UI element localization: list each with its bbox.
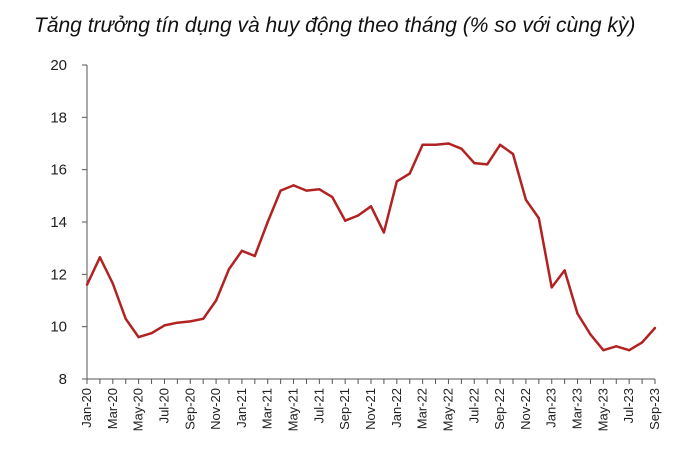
x-axis-ticks: Jan-20 Mar-20 May-20 Jul-20 Sep-20 Nov-20 Jan-…: [79, 379, 662, 431]
data-point: [408, 172, 411, 175]
x-tick-label: Jul-22: [466, 388, 481, 423]
data-point: [318, 188, 321, 191]
data-point: [201, 317, 205, 321]
data-point: [473, 161, 476, 165]
data-point: [150, 332, 153, 335]
data-point: [343, 219, 347, 222]
x-tick-label: Sep-22: [492, 388, 507, 430]
x-tick-label: Jul-23: [621, 388, 636, 423]
x-tick-label: Jul-21: [311, 388, 326, 423]
data-point: [653, 326, 657, 330]
data-point: [279, 189, 282, 192]
data-point: [382, 231, 386, 234]
data-point: [85, 283, 89, 286]
data-point: [305, 189, 308, 192]
data-point: [111, 282, 115, 285]
x-tick-label: May-20: [131, 388, 146, 431]
y-axis-ticks: 8 10 12 14 16 18 20: [50, 57, 87, 388]
x-tick-label: Mar-20: [105, 388, 120, 429]
x-tick-label: Mar-23: [570, 388, 585, 429]
y-tick-label: 16: [50, 162, 67, 179]
data-point: [227, 267, 231, 271]
data-point: [189, 320, 192, 323]
data-point: [356, 214, 360, 217]
data-point: [331, 195, 334, 199]
data-point: [627, 349, 631, 352]
x-tick-label: Jan-21: [234, 388, 249, 428]
chart-title: Tăng trưởng tín dụng và huy động theo th…: [34, 14, 636, 37]
x-tick-label: May-23: [595, 388, 610, 431]
data-point: [550, 286, 553, 289]
data-point: [124, 317, 127, 321]
x-tick-label: Nov-20: [208, 388, 223, 430]
x-tick-label: Jul-20: [156, 388, 171, 423]
y-tick-label: 12: [50, 266, 67, 283]
data-point: [460, 147, 463, 150]
x-tick-label: Nov-22: [518, 388, 533, 430]
data-point: [447, 142, 450, 145]
data-point: [563, 269, 566, 272]
data-point: [98, 256, 102, 259]
data-point: [511, 152, 515, 156]
data-point: [395, 180, 399, 183]
data-point: [137, 335, 140, 339]
data-point: [524, 198, 528, 201]
data-point: [292, 184, 295, 187]
data-point: [240, 249, 244, 252]
x-tick-label: Jan-20: [79, 388, 94, 428]
y-tick-label: 8: [59, 371, 67, 388]
data-point: [537, 216, 541, 220]
data-point: [589, 333, 592, 336]
x-tick-label: Jan-22: [389, 388, 404, 428]
y-tick-label: 10: [50, 319, 67, 336]
data-point: [640, 341, 644, 344]
data-point: [485, 163, 489, 166]
y-tick-label: 18: [50, 109, 67, 126]
data-point: [253, 254, 257, 258]
x-tick-label: Mar-21: [260, 388, 275, 429]
data-point: [498, 143, 502, 147]
data-point: [163, 324, 166, 327]
data-point: [602, 349, 605, 352]
x-tick-label: Sep-21: [337, 388, 352, 430]
data-point: [369, 205, 373, 208]
x-tick-label: Nov-21: [363, 388, 378, 430]
x-tick-label: Sep-23: [647, 388, 662, 430]
series-line: [85, 142, 656, 352]
series-layer: [85, 142, 657, 352]
y-tick-label: 20: [50, 57, 67, 74]
x-tick-label: Jan-23: [544, 388, 559, 428]
data-point: [266, 220, 269, 224]
data-point: [421, 143, 424, 147]
data-point: [615, 345, 618, 348]
x-tick-label: Sep-20: [182, 388, 197, 430]
data-point: [434, 143, 437, 147]
x-tick-label: Mar-22: [415, 388, 430, 429]
chart-axes: [86, 65, 655, 380]
data-point: [576, 312, 579, 315]
x-tick-label: May-22: [440, 388, 455, 431]
x-tick-label: May-21: [286, 388, 301, 431]
data-point: [214, 299, 218, 302]
y-tick-label: 14: [50, 214, 67, 231]
data-point: [176, 321, 179, 324]
